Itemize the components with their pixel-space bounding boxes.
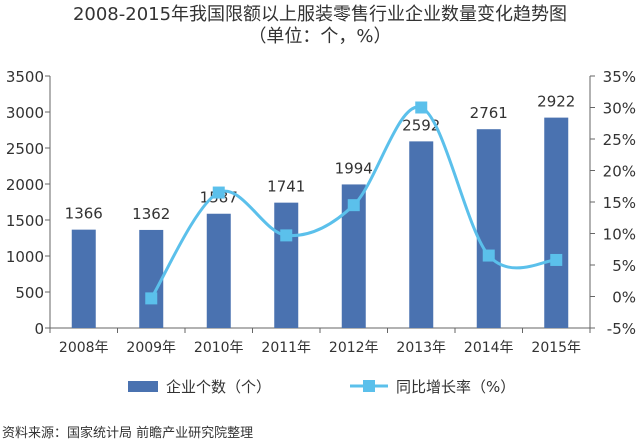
bar-6 xyxy=(476,129,501,328)
legend-line-marker xyxy=(363,380,375,392)
y-left-tick-label: 3500 xyxy=(6,68,44,86)
y-left-tick-label: 1500 xyxy=(6,212,44,230)
bar-3 xyxy=(274,202,299,328)
x-tick-label: 2014年 xyxy=(464,340,514,356)
growth-point-marker xyxy=(415,101,428,114)
source-note: 资料来源：国家统计局 前瞻产业研究院整理 xyxy=(2,425,253,441)
legend-line-label: 同比增长率（%） xyxy=(396,378,515,396)
bar-0 xyxy=(71,229,96,328)
y-left-tick-label: 1000 xyxy=(6,248,44,266)
chart-title: 2008-2015年我国限额以上服装零售行业企业数量变化趋势图 xyxy=(73,4,567,25)
growth-point-marker xyxy=(280,229,293,242)
chart-subtitle: （单位：个，%） xyxy=(248,26,391,47)
x-tick-label: 2009年 xyxy=(126,340,176,356)
y-right-tick-label: -5% xyxy=(607,320,636,338)
legend-bar-label: 企业个数（个） xyxy=(166,378,271,396)
y-left-tick-label: 2500 xyxy=(6,140,44,158)
growth-point-marker xyxy=(212,186,225,199)
bar-series xyxy=(71,117,569,328)
bar-1 xyxy=(139,229,164,328)
y-right-tick-label: 25% xyxy=(603,131,636,149)
y-right-tick-label: 15% xyxy=(603,194,636,212)
x-tick-label: 2011年 xyxy=(261,340,311,356)
growth-point-marker xyxy=(347,199,360,212)
x-tick-label: 2008年 xyxy=(59,340,109,356)
x-axis: 2008年 2009年 2010年 2011年 2012年 2013年 2014年 2015年 xyxy=(49,328,591,356)
bar-data-label: 2761 xyxy=(470,104,508,122)
y-right-tick-label: 5% xyxy=(612,257,636,275)
legend-bar-swatch xyxy=(128,381,158,392)
y-left-tick-label: 0 xyxy=(34,320,44,338)
growth-point-marker xyxy=(145,292,158,305)
y-axis-left: 0 500 1000 1500 2000 2500 3000 3500 xyxy=(6,68,50,338)
bar-data-labels: 13661362158717411994259227612922 xyxy=(65,93,576,223)
growth-line-series xyxy=(145,101,563,305)
y-right-tick-label: 30% xyxy=(603,100,636,118)
x-tick-label: 2015年 xyxy=(531,340,581,356)
bar-data-label: 1366 xyxy=(65,205,103,223)
bar-7 xyxy=(544,117,569,328)
growth-point-marker xyxy=(550,253,563,266)
y-left-tick-label: 2000 xyxy=(6,176,44,194)
x-tick-label: 2013年 xyxy=(396,340,446,356)
y-right-tick-label: 0% xyxy=(612,289,636,307)
legend: 企业个数（个） 同比增长率（%） xyxy=(128,378,515,396)
bar-data-label: 2922 xyxy=(537,93,575,111)
bar-data-label: 2592 xyxy=(402,116,440,134)
y-right-tick-label: 35% xyxy=(603,68,636,86)
bar-5 xyxy=(409,141,434,328)
y-left-tick-label: 3000 xyxy=(6,104,44,122)
growth-point-marker xyxy=(482,249,495,262)
y-right-tick-label: 10% xyxy=(603,226,636,244)
bar-2 xyxy=(206,213,231,328)
x-tick-label: 2012年 xyxy=(329,340,379,356)
bar-data-label: 1741 xyxy=(267,178,305,196)
bar-data-label: 1362 xyxy=(132,205,170,223)
y-left-tick-label: 500 xyxy=(15,284,44,302)
x-tick-label: 2010年 xyxy=(194,340,244,356)
y-right-tick-label: 20% xyxy=(603,163,636,181)
bar-data-label: 1994 xyxy=(335,159,373,177)
y-axis-right: -5% 0% 5% 10% 15% 20% 25% 30% 35% xyxy=(590,68,636,338)
